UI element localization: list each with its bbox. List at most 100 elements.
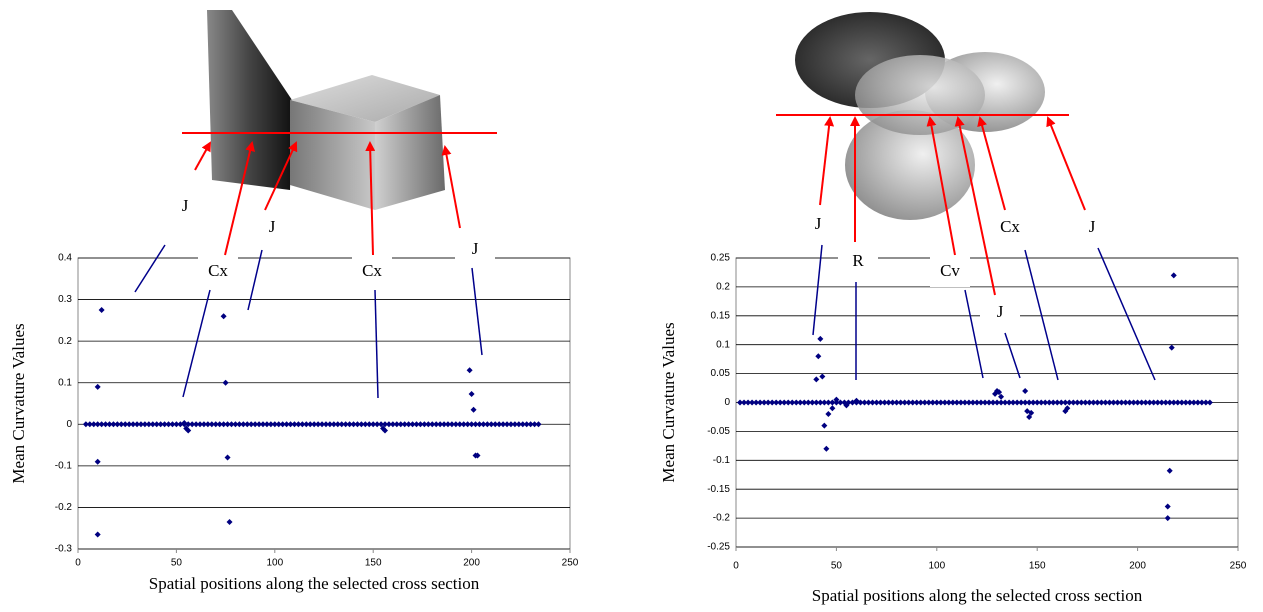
point xyxy=(1166,467,1173,474)
point xyxy=(358,421,365,428)
point xyxy=(815,353,822,360)
point xyxy=(921,399,928,406)
point xyxy=(1150,399,1157,406)
point xyxy=(425,421,432,428)
point xyxy=(969,399,976,406)
annotation-leader xyxy=(1097,247,1156,381)
point xyxy=(1114,399,1121,406)
x-tick-label: 100 xyxy=(928,561,945,572)
point xyxy=(996,389,1003,396)
point xyxy=(291,421,298,428)
point xyxy=(157,421,164,428)
point xyxy=(885,399,892,406)
point xyxy=(134,421,141,428)
point xyxy=(773,399,780,406)
point xyxy=(248,421,255,428)
annotation-box xyxy=(798,210,838,240)
point xyxy=(130,421,137,428)
annotation-leader xyxy=(374,289,379,399)
point xyxy=(977,399,984,406)
annotation-label: J xyxy=(997,302,1004,321)
point xyxy=(126,421,133,428)
point xyxy=(986,399,993,406)
point xyxy=(837,399,844,406)
point xyxy=(161,421,168,428)
point xyxy=(366,421,373,428)
point xyxy=(1014,399,1021,406)
point xyxy=(957,399,964,406)
point xyxy=(208,421,215,428)
point xyxy=(1046,399,1053,406)
y-tick-label: 0.4 xyxy=(58,253,72,264)
point xyxy=(961,399,968,406)
point xyxy=(1074,399,1081,406)
annotation-arrow xyxy=(441,145,461,229)
point xyxy=(165,421,172,428)
y-tick-label: 0.25 xyxy=(711,253,731,264)
annotation-label: Cx xyxy=(362,261,382,280)
point xyxy=(1002,399,1009,406)
point xyxy=(86,421,93,428)
annotation-label: J xyxy=(815,214,822,233)
point xyxy=(889,399,896,406)
right-render xyxy=(776,12,1069,220)
point xyxy=(468,421,475,428)
point xyxy=(1034,399,1041,406)
point xyxy=(496,421,503,428)
point xyxy=(965,399,972,406)
x-tick-label: 200 xyxy=(463,558,480,569)
point xyxy=(114,421,121,428)
point xyxy=(220,313,227,320)
point xyxy=(829,399,836,406)
point xyxy=(909,399,916,406)
point xyxy=(362,421,369,428)
point xyxy=(1154,399,1161,406)
point xyxy=(877,399,884,406)
point xyxy=(1030,399,1037,406)
point xyxy=(949,399,956,406)
point xyxy=(413,421,420,428)
point xyxy=(1130,399,1137,406)
point xyxy=(244,421,251,428)
annotation-leader xyxy=(812,244,823,336)
point xyxy=(813,376,820,383)
point xyxy=(1102,399,1109,406)
point xyxy=(106,421,113,428)
point xyxy=(382,421,389,428)
point xyxy=(1202,399,1209,406)
point xyxy=(185,427,192,434)
annotation-box xyxy=(352,257,392,287)
point xyxy=(122,421,129,428)
point xyxy=(259,421,266,428)
point xyxy=(1166,399,1173,406)
point xyxy=(1018,399,1025,406)
y-tick-label: -0.15 xyxy=(707,484,730,495)
point xyxy=(821,422,828,429)
annotation-label: J xyxy=(1089,217,1096,236)
point xyxy=(173,421,180,428)
point xyxy=(869,399,876,406)
point xyxy=(1064,405,1071,412)
annotation-arrow xyxy=(926,116,956,256)
point xyxy=(1126,399,1133,406)
point xyxy=(737,399,744,406)
point xyxy=(1026,413,1033,420)
point xyxy=(1058,399,1065,406)
y-axis-label: Mean Curvature Values xyxy=(659,322,678,482)
point xyxy=(1090,399,1097,406)
point xyxy=(1110,399,1117,406)
point xyxy=(102,421,109,428)
point xyxy=(480,421,487,428)
point xyxy=(488,421,495,428)
plot-frame xyxy=(77,257,571,550)
point xyxy=(492,421,499,428)
y-tick-label: 0.1 xyxy=(716,339,730,350)
y-tick-label: 0 xyxy=(724,397,730,408)
point xyxy=(98,306,105,313)
point xyxy=(299,421,306,428)
point xyxy=(1094,399,1101,406)
x-tick-label: 100 xyxy=(266,558,283,569)
point xyxy=(374,421,381,428)
point xyxy=(1028,409,1035,416)
